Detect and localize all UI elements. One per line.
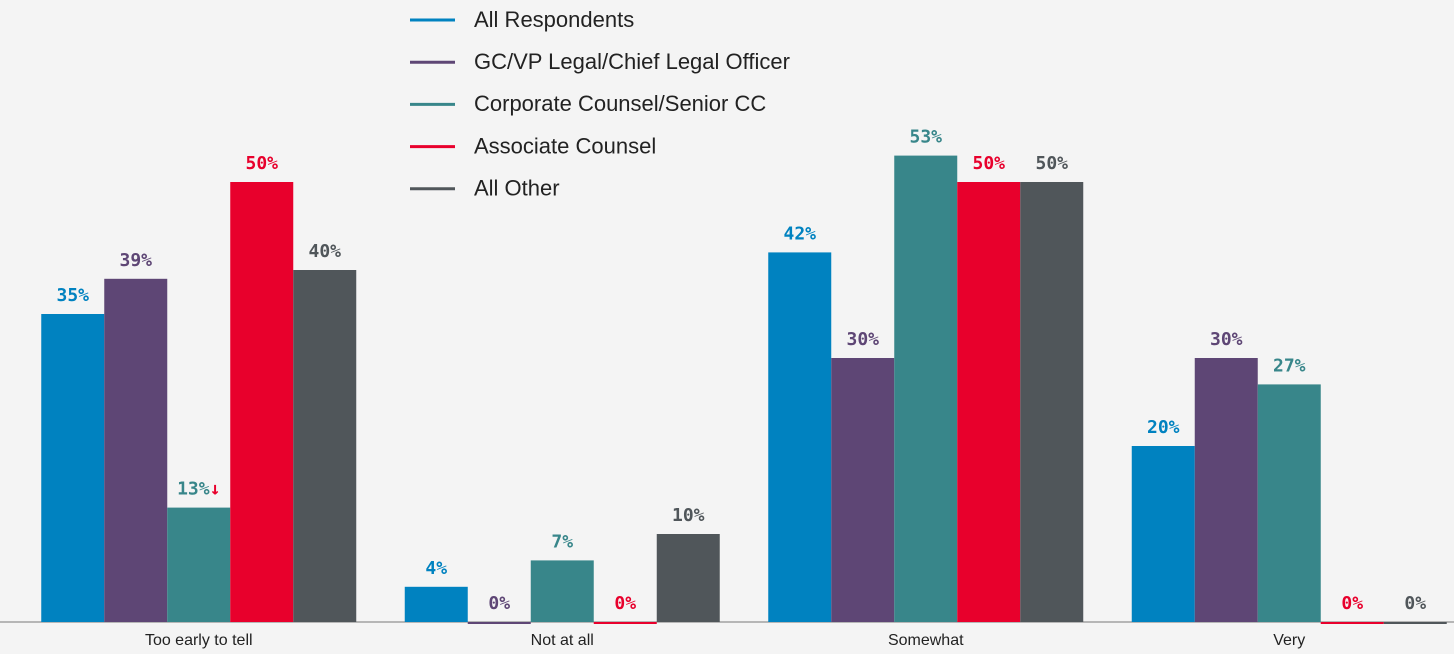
data-label-text: 30%	[1210, 329, 1243, 350]
bar	[230, 182, 294, 622]
data-label: 39%	[119, 250, 152, 271]
bar	[656, 534, 720, 622]
legend-label: Associate Counsel	[474, 133, 656, 158]
data-label-text: 13%	[177, 479, 210, 500]
data-label: 0%	[1404, 593, 1426, 614]
data-label: 0%	[1341, 593, 1363, 614]
data-label: 20%	[1147, 417, 1180, 438]
bar	[293, 270, 357, 622]
data-label-text: 0%	[614, 593, 636, 614]
data-label: 40%	[308, 241, 341, 262]
data-label-text: 39%	[119, 250, 152, 271]
legend-label: GC/VP Legal/Chief Legal Officer	[474, 49, 790, 74]
data-label-text: 42%	[783, 223, 816, 244]
bar	[530, 560, 594, 622]
bar	[1383, 622, 1447, 624]
data-label: 50%	[1035, 153, 1068, 174]
bar	[1131, 446, 1195, 622]
data-label: 30%	[846, 329, 879, 350]
bar	[41, 314, 105, 622]
legend-label: All Other	[474, 176, 560, 201]
data-label-text: 4%	[425, 558, 447, 579]
data-label: 30%	[1210, 329, 1243, 350]
data-label: 0%	[488, 593, 510, 614]
data-label-text: 30%	[846, 329, 879, 350]
bar	[593, 622, 657, 624]
data-label: 27%	[1273, 355, 1306, 376]
bar	[831, 358, 895, 622]
legend-label: Corporate Counsel/Senior CC	[474, 91, 766, 116]
data-label-text: 10%	[672, 505, 705, 526]
bar	[404, 586, 468, 622]
bar	[957, 182, 1021, 622]
data-label-text: 50%	[972, 153, 1005, 174]
data-label: 7%	[551, 531, 573, 552]
bar	[167, 507, 231, 622]
data-label-text: 27%	[1273, 355, 1306, 376]
bar	[104, 278, 168, 622]
bar	[894, 155, 958, 622]
data-label: 42%	[783, 223, 816, 244]
data-label: 0%	[614, 593, 636, 614]
annotation: ↓	[210, 479, 221, 500]
data-label-text: 20%	[1147, 417, 1180, 438]
bar	[1194, 358, 1258, 622]
x-tick-label: Very	[1273, 632, 1305, 649]
data-label: 50%	[245, 153, 278, 174]
data-label: 10%	[672, 505, 705, 526]
x-tick-label: Somewhat	[888, 632, 964, 649]
bar	[1020, 182, 1084, 622]
x-tick-label: Too early to tell	[145, 632, 253, 649]
data-label-text: 0%	[1404, 593, 1426, 614]
data-label-text: 53%	[909, 127, 942, 148]
x-tick-label: Not at all	[531, 632, 594, 649]
data-label: 35%	[56, 285, 89, 306]
bar	[467, 622, 531, 624]
bar	[1257, 384, 1321, 622]
data-label-text: 0%	[1341, 593, 1363, 614]
data-label-text: 50%	[1035, 153, 1068, 174]
data-label-text: 50%	[245, 153, 278, 174]
bar	[1320, 622, 1384, 624]
bar	[768, 252, 832, 622]
data-label-text: 40%	[308, 241, 341, 262]
data-label-text: 0%	[488, 593, 510, 614]
data-label: 13%↓	[177, 479, 220, 500]
data-label-text: 7%	[551, 531, 573, 552]
data-label: 50%	[972, 153, 1005, 174]
data-label-text: 35%	[56, 285, 89, 306]
legend-label: All Respondents	[474, 7, 634, 32]
data-label: 53%	[909, 127, 942, 148]
data-label: 4%	[425, 558, 447, 579]
